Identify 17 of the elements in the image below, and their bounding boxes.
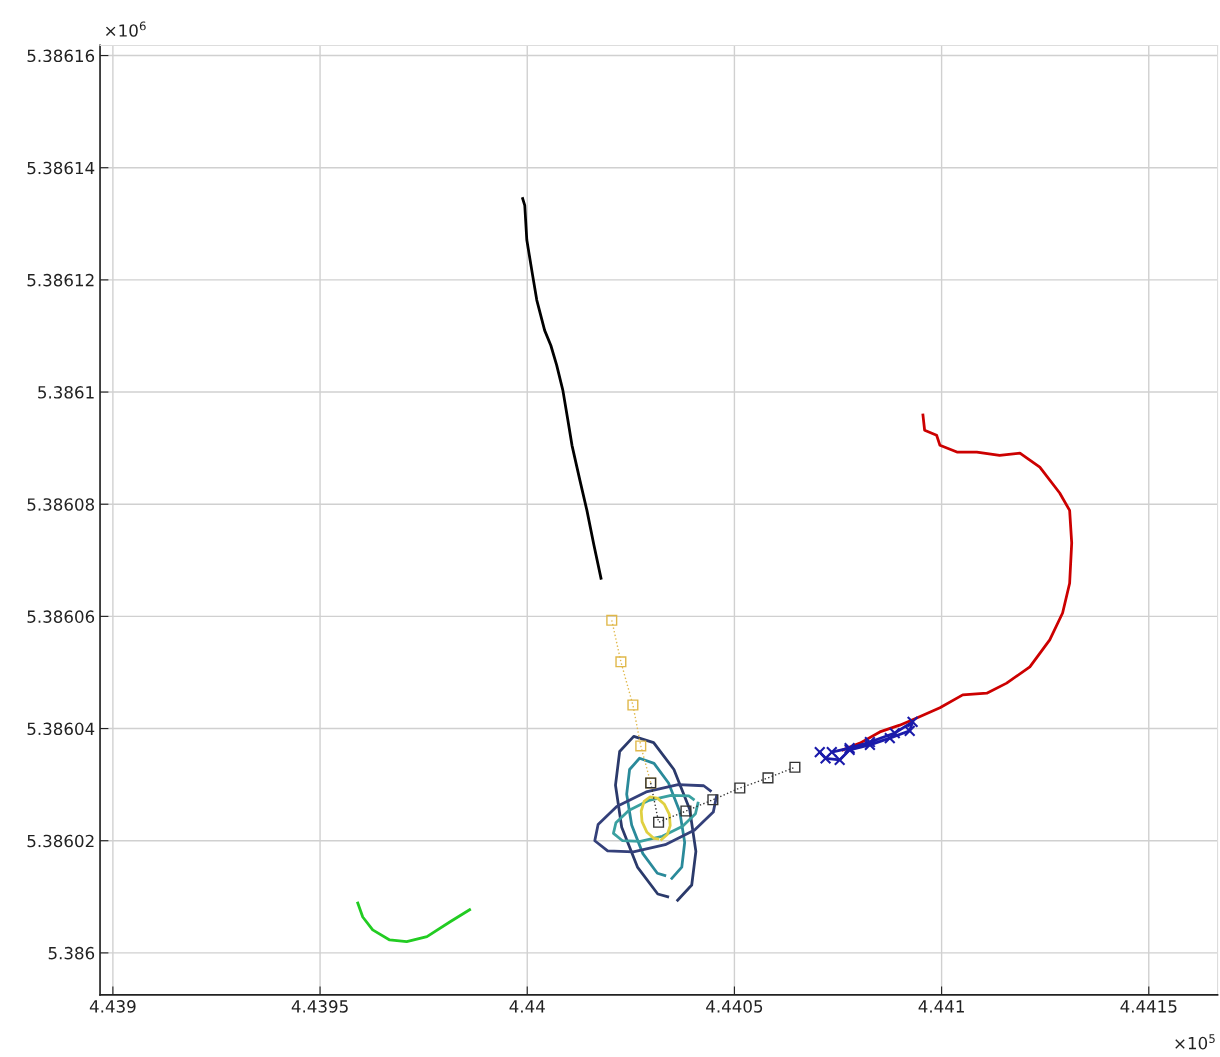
y-tick-label: 5.38612 — [27, 273, 94, 287]
x-tick-label: 4.439 — [89, 1000, 136, 1013]
x-tick-label: 4.4395 — [291, 1000, 348, 1013]
y-tick-label: 5.3861 — [38, 386, 94, 399]
text: ×10$^{5}$ — [1175, 1034, 1215, 1050]
x-tick-label: 4.4405 — [706, 1000, 763, 1013]
text: ×10$^{6}$ — [105, 21, 146, 37]
y-tick-label: 5.38616 — [27, 49, 95, 63]
x-tick-label: 4.4415 — [1120, 1000, 1177, 1013]
y-tick-label: 5.38606 — [27, 610, 95, 623]
x-tick-label: 4.44 — [509, 1000, 545, 1013]
y-tick-label: 5.38608 — [27, 498, 95, 511]
y-tick-label: 5.386 — [48, 946, 95, 960]
x-tick-label: 4.441 — [918, 1000, 964, 1013]
y-tick-label: 5.38602 — [27, 834, 94, 848]
y-tick-label: 5.38604 — [27, 722, 95, 736]
y-tick-label: 5.38614 — [27, 161, 95, 175]
